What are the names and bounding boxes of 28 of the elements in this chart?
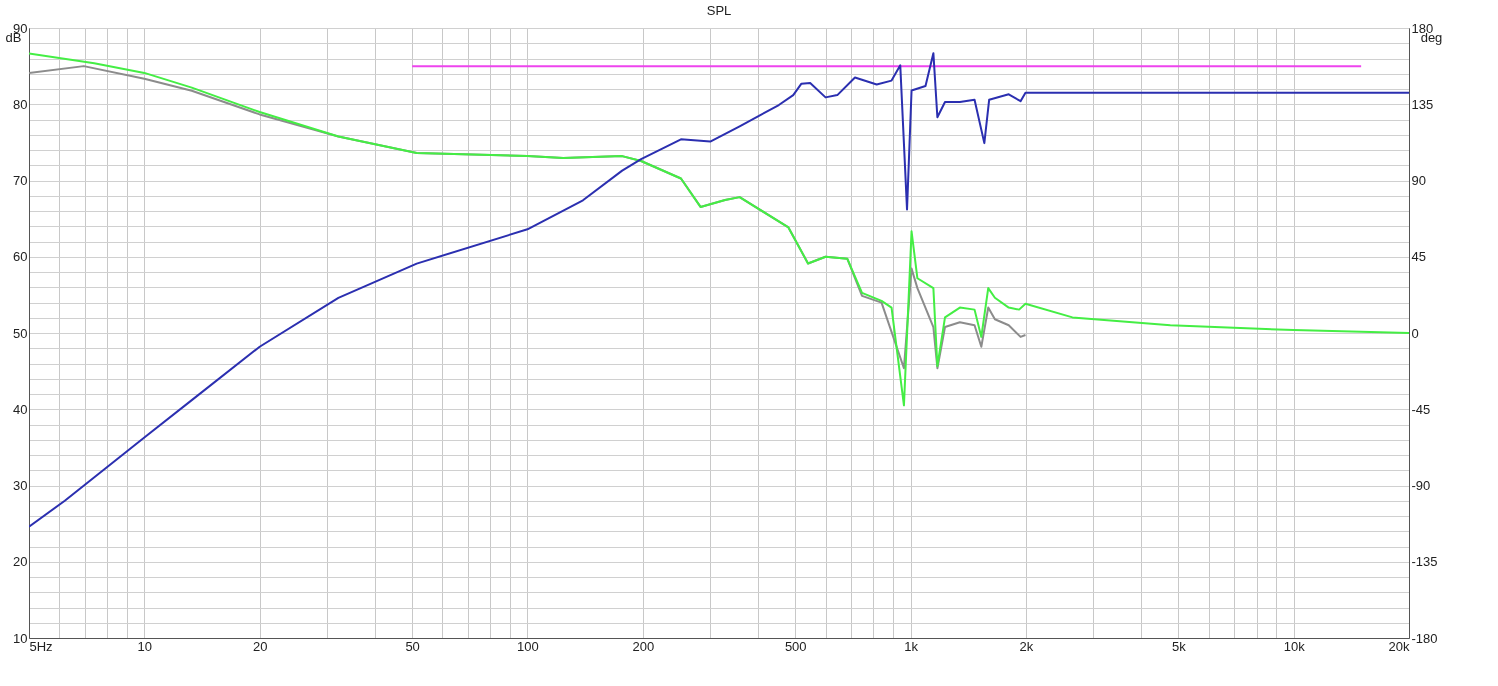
y2-tick-label: 45	[1411, 249, 1426, 265]
x-tick-label: 2k	[1019, 638, 1034, 654]
y-tick-label: 50	[13, 325, 28, 341]
y2-tick-label: -45	[1411, 401, 1431, 417]
y-tick-label: 40	[13, 401, 28, 417]
y-tick-label: 80	[13, 96, 28, 112]
x-tick-label: 50	[405, 638, 420, 654]
chart-title: SPL	[706, 3, 732, 18]
x-tick-label: 5Hz	[29, 638, 53, 654]
y2-tick-label: 90	[1411, 173, 1426, 188]
y2-tick-label: -90	[1411, 478, 1431, 493]
x-tick-label: 1k	[904, 638, 919, 654]
y-tick-label: 20	[13, 554, 28, 570]
y2-tick-label: 135	[1411, 96, 1434, 112]
x-tick-label: 20k	[1388, 638, 1410, 654]
y2-tick-label: -135	[1411, 554, 1438, 570]
y2-tick-label: -180	[1411, 630, 1438, 646]
x-tick-label: 200	[632, 638, 655, 654]
x-tick-label: 20	[252, 638, 268, 654]
x-tick-label: 5k	[1171, 638, 1187, 654]
x-tick-label: 10k	[1283, 638, 1306, 654]
y-tick-label: 30	[13, 478, 28, 493]
y2-tick-label: 0	[1411, 325, 1419, 341]
x-tick-label: 100	[517, 638, 539, 654]
x-tick-label: 10	[137, 638, 153, 654]
y-tick-label: 70	[13, 173, 28, 188]
y-tick-label: 60	[13, 249, 28, 265]
x-tick-label: 500	[784, 638, 807, 654]
